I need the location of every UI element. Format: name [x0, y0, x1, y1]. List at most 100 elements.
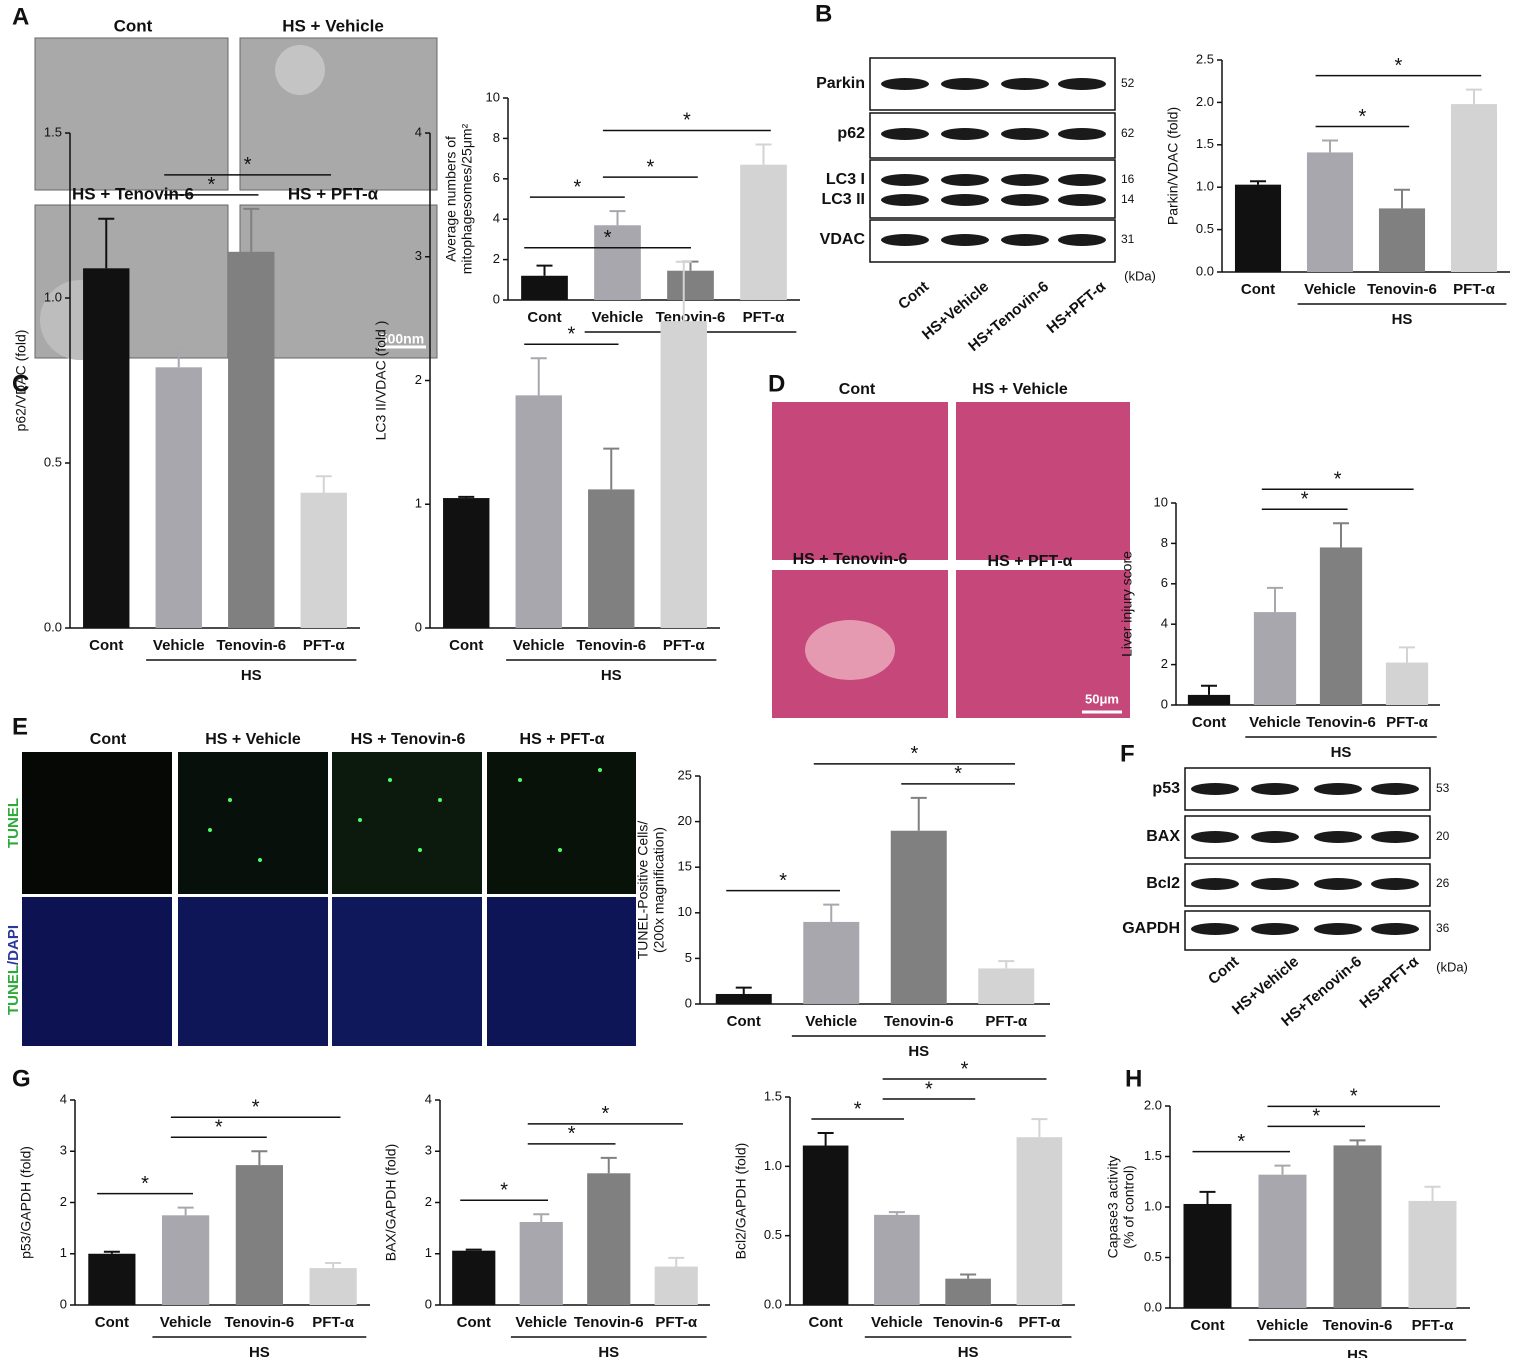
y-tick-label: 6	[493, 170, 500, 185]
x-tick-label: Cont	[527, 309, 561, 326]
blot-band	[881, 194, 929, 206]
bar	[1333, 1145, 1382, 1308]
bar	[443, 498, 490, 628]
error-bar	[1424, 1185, 1441, 1201]
bar	[654, 1266, 698, 1305]
bar	[1258, 1174, 1307, 1308]
blot-band	[1371, 831, 1419, 843]
y-tick-label: 1.0	[44, 289, 62, 304]
y-axis-label: mitophagesomes/25μm²	[459, 123, 475, 274]
y-tick-label: 4	[415, 124, 422, 139]
bar	[660, 321, 707, 628]
y-axis-label: Bcl2/GAPDH (fold)	[733, 1143, 749, 1260]
kda-label: 16	[1121, 172, 1135, 186]
significance-label: *	[854, 1098, 862, 1120]
blot-band	[941, 128, 989, 140]
kda-label: 52	[1121, 76, 1135, 90]
y-tick-label: 2	[1161, 656, 1168, 671]
x-tick-label: Cont	[95, 1314, 129, 1331]
kda-unit: (kDa)	[1124, 268, 1156, 283]
bar	[521, 275, 568, 300]
significance-label: *	[925, 1078, 933, 1100]
bar	[1306, 152, 1354, 272]
image-label: HS + Tenovin-6	[351, 731, 466, 748]
y-tick-label: 3	[60, 1143, 67, 1158]
blot-band	[1314, 831, 1362, 843]
error-bar	[1399, 646, 1415, 663]
bar	[309, 1268, 357, 1305]
x-tick-label: Tenovin-6	[216, 637, 286, 654]
error-bar	[910, 796, 927, 831]
error-bar	[1267, 586, 1283, 613]
blot-band	[881, 234, 929, 246]
y-tick-label: 1.0	[1196, 179, 1214, 194]
error-bar	[1201, 684, 1217, 695]
tunel-images	[22, 752, 636, 1046]
y-tick-label: 4	[60, 1091, 67, 1106]
he-image	[772, 402, 948, 560]
x-tick-label: Vehicle	[1257, 1317, 1309, 1334]
x-tick-label: Cont	[727, 1013, 761, 1030]
bar	[1378, 208, 1426, 272]
y-tick-label: 2	[425, 1194, 432, 1209]
error-bar	[998, 960, 1015, 969]
x-tick-label: Tenovin-6	[1323, 1317, 1393, 1334]
blot-band	[1371, 783, 1419, 795]
blot-band	[1191, 783, 1239, 795]
bar	[667, 270, 714, 300]
bar	[1187, 694, 1231, 705]
row-label: TUNEL	[5, 798, 22, 848]
band-label: p62	[837, 125, 865, 142]
y-tick-label: 0	[415, 619, 422, 634]
y-tick-label: 5	[685, 950, 692, 965]
x-tick-label: Cont	[1192, 714, 1226, 731]
panel-label: E	[12, 713, 28, 740]
x-tick-label: PFT-α	[312, 1314, 354, 1331]
x-tick-label: Vehicle	[160, 1314, 212, 1331]
y-tick-label: 10	[1154, 494, 1168, 509]
kda-label: 36	[1436, 921, 1450, 935]
bar	[1234, 184, 1282, 272]
bar	[88, 1253, 136, 1305]
x-tick-label: Tenovin-6	[933, 1314, 1003, 1331]
error-bar	[735, 986, 752, 994]
y-tick-label: 2.0	[1196, 94, 1214, 109]
y-axis-label: p53/GAPDH (fold)	[18, 1146, 34, 1259]
y-axis-label: Liver injury score	[1119, 551, 1135, 657]
bar	[1183, 1203, 1232, 1308]
error-bar	[668, 1256, 685, 1267]
image-label: HS + PFT-α	[520, 731, 605, 748]
kda-label: 14	[1121, 192, 1135, 206]
group-label: HS	[958, 1344, 979, 1358]
significance-label: *	[244, 154, 252, 176]
error-bar	[1274, 1164, 1291, 1175]
y-tick-label: 8	[1161, 535, 1168, 550]
bar	[715, 993, 772, 1004]
error-bar	[1466, 88, 1482, 105]
panel-label: H	[1125, 1065, 1142, 1092]
blot-band	[881, 174, 929, 186]
blot-band	[1251, 878, 1299, 890]
y-tick-label: 4	[493, 211, 500, 226]
x-tick-label: PFT-α	[1386, 714, 1428, 731]
blot-band	[941, 234, 989, 246]
y-tick-label: 0	[1161, 696, 1168, 711]
significance-label: *	[568, 1123, 576, 1145]
error-bar	[1031, 1118, 1048, 1138]
y-tick-label: 8	[493, 130, 500, 145]
blot-band	[1314, 878, 1362, 890]
bar	[519, 1221, 563, 1305]
error-bar	[960, 1273, 977, 1279]
y-axis-label: (200x magnification)	[651, 827, 667, 953]
blot-band	[1058, 78, 1106, 90]
x-tick-label: Tenovin-6	[884, 1013, 954, 1030]
bar	[1450, 104, 1498, 272]
y-axis-label: Average numbers of	[443, 136, 459, 262]
y-axis-label: BAX/GAPDH (fold)	[383, 1144, 399, 1261]
significance-label: *	[646, 156, 654, 178]
band-label: p53	[1152, 780, 1180, 797]
blot-band	[1251, 831, 1299, 843]
tunel-dot	[598, 768, 602, 772]
tunel-image	[487, 752, 636, 894]
image-label: Cont	[839, 381, 876, 398]
